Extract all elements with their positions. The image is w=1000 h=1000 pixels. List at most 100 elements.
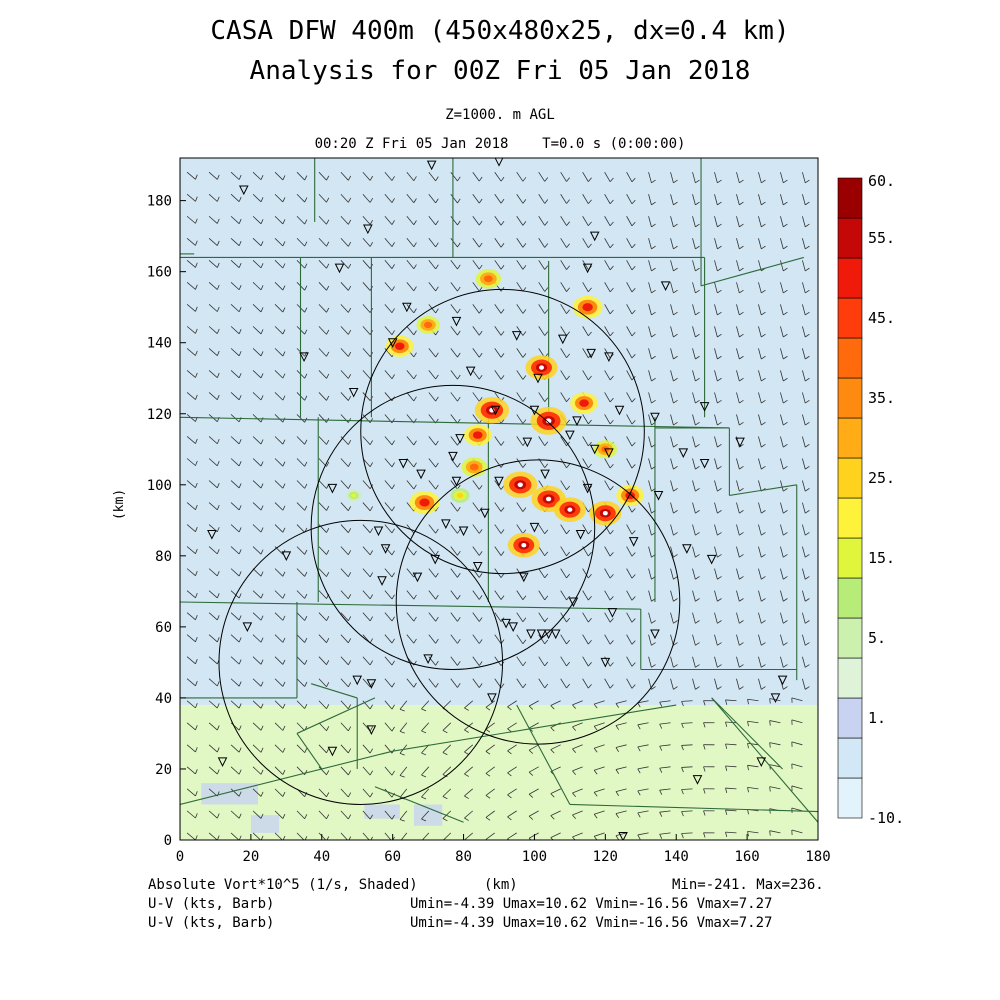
wind-barb <box>485 788 495 796</box>
cell-core <box>582 303 593 312</box>
wind-barb-feather <box>282 769 286 775</box>
wind-barb-feather <box>238 681 242 687</box>
wind-barb <box>362 193 371 203</box>
wind-barb-feather <box>717 355 722 360</box>
wind-barb <box>252 348 262 357</box>
wind-barb-feather <box>566 309 570 314</box>
wind-barb <box>648 480 652 492</box>
wind-barb-feather <box>609 684 614 689</box>
wind-barb <box>340 414 349 423</box>
wind-barb-feather <box>588 573 592 579</box>
wind-barb <box>296 215 305 225</box>
wind-barb-feather <box>478 595 483 600</box>
barb-label-2: U-V (kts, Barb) <box>148 915 275 931</box>
wind-barb-feather <box>739 245 744 250</box>
wind-barb-feather <box>717 466 722 470</box>
wind-barb-feather <box>761 532 766 536</box>
wind-barb <box>648 458 652 470</box>
wind-barb-feather <box>238 373 242 378</box>
wind-barb <box>274 502 284 511</box>
wind-barb-feather <box>739 267 744 272</box>
x-tick-label: 0 <box>176 849 184 865</box>
wind-barb-feather <box>783 664 788 668</box>
wind-barb-feather <box>593 792 598 797</box>
wind-barb-feather <box>282 395 286 401</box>
wind-barb <box>274 480 284 489</box>
wind-barb <box>274 634 284 643</box>
wind-barb-feather <box>260 769 264 775</box>
wind-barb <box>208 744 218 753</box>
wind-barb-feather <box>216 306 220 312</box>
wind-barb <box>648 656 652 668</box>
wind-barb-feather <box>695 642 700 646</box>
wind-barb <box>670 546 674 558</box>
wind-barb-feather <box>400 842 405 844</box>
wind-barb <box>296 436 305 445</box>
wind-barb-feather <box>717 576 722 580</box>
wind-barb <box>648 590 652 602</box>
wind-barb <box>736 458 740 470</box>
wind-barb <box>758 480 762 492</box>
wind-barb-feather <box>238 615 242 621</box>
wind-barb-feather <box>413 594 417 600</box>
wind-barb-feather <box>457 352 461 358</box>
wind-barb <box>472 304 480 314</box>
wind-barb <box>714 656 718 668</box>
wind-barb-feather <box>572 726 577 731</box>
station-marker <box>465 366 476 377</box>
county-line <box>711 697 783 770</box>
wind-barb-feather <box>304 461 308 467</box>
wind-barb <box>648 348 652 360</box>
wind-barb-feather <box>326 263 330 269</box>
wind-barb <box>780 590 784 602</box>
wind-barb-feather <box>522 573 527 578</box>
wind-barb <box>758 216 762 227</box>
station-marker <box>281 551 292 561</box>
wind-barb <box>472 348 480 358</box>
wind-barb-feather <box>421 818 427 822</box>
wind-barb <box>758 370 762 382</box>
wind-barb <box>648 414 652 426</box>
wind-barb <box>428 216 436 226</box>
wind-barb <box>670 194 674 205</box>
wind-barb <box>186 304 196 312</box>
wind-barb-feather <box>435 308 439 314</box>
wind-barb <box>406 590 415 600</box>
wind-barb <box>615 744 627 748</box>
wind-barb-feather <box>347 197 352 203</box>
wind-barb-feather <box>761 311 766 316</box>
station-marker <box>327 483 338 494</box>
wind-barb-feather <box>566 353 570 358</box>
wind-barb <box>362 612 371 622</box>
wind-barb-feather <box>651 642 656 646</box>
wind-barb <box>538 678 546 689</box>
wind-barb-feather <box>216 703 220 709</box>
wind-barb-feather <box>717 686 722 690</box>
x-tick-label: 40 <box>313 849 330 865</box>
wind-barb <box>384 722 393 732</box>
wind-barb <box>472 656 480 666</box>
wind-barb <box>670 524 674 536</box>
station-marker <box>529 522 540 533</box>
wind-barb <box>714 480 718 492</box>
wind-barb <box>648 216 652 227</box>
wind-barb <box>572 810 583 816</box>
wind-barb-feather <box>805 443 810 448</box>
wind-barb <box>560 436 567 447</box>
wind-barb <box>421 810 430 820</box>
wind-barb <box>736 502 740 514</box>
wind-barb-feather <box>725 765 728 771</box>
wind-barb-feather <box>761 333 766 338</box>
wind-barb <box>604 414 611 425</box>
colorbar-label: 15. <box>868 549 895 567</box>
wind-barb <box>421 788 430 798</box>
wind-barb-feather <box>478 352 483 358</box>
wind-barb <box>692 590 696 602</box>
wind-barb <box>494 370 502 380</box>
wind-barb <box>604 238 611 249</box>
wind-barb-feather <box>347 329 352 335</box>
y-tick-label: 160 <box>147 265 172 281</box>
wind-barb-feather <box>761 201 766 206</box>
wind-barb <box>725 765 737 768</box>
wind-barb <box>399 700 408 710</box>
